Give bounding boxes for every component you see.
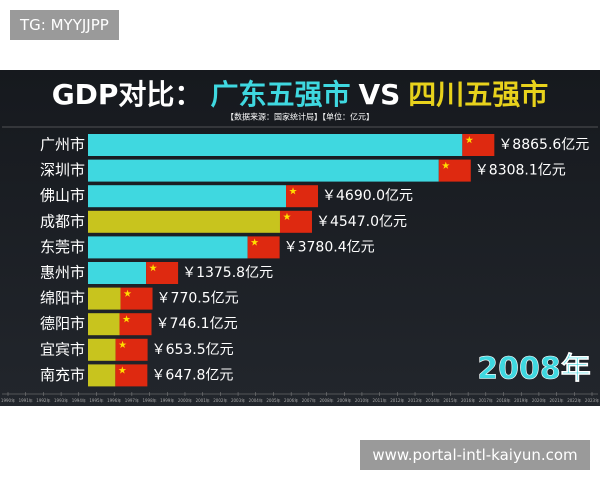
- flag: [115, 364, 148, 387]
- timeline-label: 2001年: [196, 397, 210, 403]
- timeline-label: 1990年: [1, 397, 15, 403]
- timeline-label: 2011年: [373, 397, 387, 403]
- chart-title: GDP对比： 广东五强市 VS 四川五强市: [52, 78, 549, 111]
- bar: [88, 364, 116, 387]
- title-part: 广东五强市: [210, 78, 350, 111]
- flag: [286, 185, 319, 208]
- timeline-label: 2004年: [249, 397, 263, 403]
- watermark-top: TG: MYYJJPP: [10, 10, 119, 40]
- timeline-label: 2005年: [266, 397, 280, 403]
- flag-star: [289, 187, 297, 195]
- category-label: 佛山市: [40, 187, 85, 205]
- flag-star: [123, 289, 132, 297]
- value-label: ￥770.5亿元: [157, 291, 239, 307]
- bar: [88, 262, 147, 284]
- timeline-label: 2017年: [479, 397, 493, 403]
- timeline-label: 1999年: [160, 397, 174, 403]
- timeline-label: 2022年: [567, 397, 581, 403]
- bar: [88, 236, 248, 259]
- timeline-label: 2010年: [355, 397, 369, 403]
- timeline-label: 1994年: [72, 397, 86, 403]
- flag-star: [118, 366, 127, 374]
- value-label: ￥746.1亿元: [156, 316, 238, 332]
- flag: [146, 262, 179, 284]
- value-label: ￥3780.4亿元: [284, 239, 375, 255]
- timeline-label: 1995年: [89, 397, 103, 403]
- timeline-label: 2018年: [496, 397, 510, 403]
- timeline-label: 2012年: [390, 397, 404, 403]
- timeline-label: 2015年: [443, 397, 457, 403]
- flag: [279, 210, 312, 233]
- timeline-label: 1997年: [125, 397, 139, 403]
- bar: [88, 287, 121, 310]
- bar: [88, 313, 120, 336]
- flag: [119, 313, 152, 336]
- year-label: 2008年: [477, 352, 591, 387]
- value-label: ￥647.8亿元: [151, 367, 233, 383]
- category-label: 广州市: [40, 136, 85, 154]
- flag-star: [441, 161, 450, 169]
- bar: [88, 338, 116, 361]
- flag: [120, 287, 153, 310]
- timeline-label: 2009年: [337, 397, 351, 403]
- title-part: GDP对比：: [52, 78, 203, 111]
- timeline-label: 2006年: [284, 397, 298, 403]
- value-label: ￥8308.1亿元: [475, 163, 566, 179]
- timeline-label: 2000年: [178, 397, 192, 403]
- flag: [115, 338, 148, 361]
- value-label: ￥4690.0亿元: [322, 188, 413, 204]
- title-part: 四川五强市: [408, 78, 548, 111]
- category-label: 深圳市: [40, 161, 85, 179]
- title-part: VS: [358, 78, 400, 111]
- timeline-label: 1992年: [36, 397, 50, 403]
- timeline-label: 2003年: [231, 397, 245, 403]
- category-label: 东莞市: [40, 238, 85, 256]
- flag-star: [250, 238, 259, 246]
- bar: [88, 210, 280, 233]
- timeline-label: 2019年: [514, 397, 528, 403]
- flag-star: [149, 264, 157, 272]
- timeline-label: 2002年: [213, 397, 227, 403]
- timeline-label: 2013年: [408, 397, 422, 403]
- value-label: ￥8865.6亿元: [498, 137, 589, 153]
- timeline-label: 1996年: [107, 397, 121, 403]
- flag: [462, 134, 495, 156]
- timeline-label: 2008年: [319, 397, 333, 403]
- bar: [88, 159, 439, 182]
- category-label: 宜宾市: [40, 340, 85, 358]
- flag: [247, 236, 280, 259]
- category-label: 德阳市: [40, 315, 85, 333]
- category-label: 成都市: [40, 212, 85, 230]
- timeline-label: 2016年: [461, 397, 475, 403]
- timeline-label: 2023年: [585, 397, 599, 403]
- value-label: ￥653.5亿元: [152, 342, 234, 358]
- value-label: ￥4547.0亿元: [316, 214, 407, 230]
- timeline-label: 2007年: [302, 397, 316, 403]
- watermark-bottom: www.portal-intl-kaiyun.com: [360, 440, 590, 470]
- timeline-label: 2021年: [550, 397, 564, 403]
- flag-star: [118, 340, 127, 349]
- flag: [438, 159, 471, 182]
- category-label: 南充市: [40, 366, 85, 384]
- value-label: ￥1375.8亿元: [182, 265, 273, 281]
- flag-star: [122, 315, 131, 323]
- timeline-label: 2014年: [426, 397, 440, 403]
- bar: [88, 185, 287, 208]
- timeline-label: 1993年: [54, 397, 68, 403]
- category-label: 绵阳市: [40, 289, 85, 307]
- timeline-label: 1991年: [19, 397, 33, 403]
- chart-subtitle: 【数据来源：国家统计局】【单位：亿元】: [226, 112, 374, 122]
- category-label: 惠州市: [40, 264, 85, 282]
- flag-star: [465, 136, 474, 144]
- timeline-label: 1998年: [142, 397, 156, 403]
- flag-star: [283, 212, 291, 221]
- bar: [88, 134, 463, 156]
- timeline-label: 2020年: [532, 397, 546, 403]
